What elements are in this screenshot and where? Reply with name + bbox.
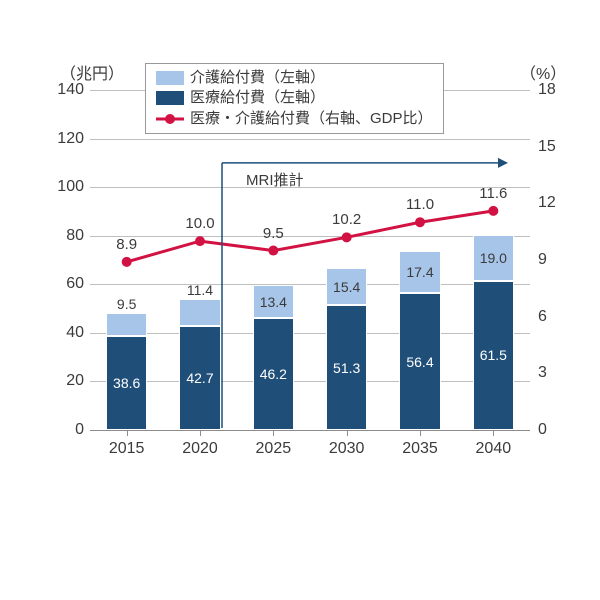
bar-medical-label: 61.5 — [474, 347, 513, 363]
line-value-label: 9.5 — [263, 225, 284, 242]
y-left-tick: 100 — [57, 178, 84, 196]
bar-nursing: 19.0 — [473, 235, 514, 281]
y-right-tick: 3 — [538, 364, 547, 382]
line-value-label: 11.6 — [479, 185, 507, 202]
y-left-tick: 20 — [66, 372, 84, 390]
x-tick-label: 2025 — [256, 440, 292, 458]
bar-medical: 46.2 — [253, 318, 294, 430]
x-tick — [493, 430, 494, 436]
bar-nursing-label: 11.4 — [180, 282, 219, 298]
bar-nursing-label: 13.4 — [254, 294, 293, 310]
y-right-tick: 12 — [538, 194, 556, 212]
gridline — [90, 333, 530, 334]
x-tick-label: 2015 — [109, 440, 145, 458]
x-tick — [347, 430, 348, 436]
annotation-text: MRI推計 — [246, 169, 304, 190]
bar-medical-label: 46.2 — [254, 366, 293, 382]
bar-nursing: 15.4 — [326, 268, 367, 305]
bar-nursing: 13.4 — [253, 285, 294, 318]
bar-nursing-label: 17.4 — [400, 264, 439, 280]
bar-medical: 56.4 — [399, 293, 440, 430]
bar-nursing-label: 19.0 — [474, 250, 513, 266]
x-tick — [200, 430, 201, 436]
chart-container: 0204060801001201400369121518201520202025… — [0, 0, 600, 600]
line-value-label: 10.2 — [332, 211, 361, 228]
legend-swatch-medical — [156, 91, 184, 105]
bar-medical: 61.5 — [473, 281, 514, 430]
line-value-label: 11.0 — [406, 196, 434, 213]
bar-nursing-label: 15.4 — [327, 279, 366, 295]
line-value-label: 10.0 — [185, 215, 214, 232]
bar-nursing: 17.4 — [399, 251, 440, 293]
bar-medical-label: 42.7 — [180, 370, 219, 386]
y-right-tick: 6 — [538, 308, 547, 326]
y-left-tick: 40 — [66, 324, 84, 342]
gridline — [90, 381, 530, 382]
y-right-tick: 0 — [538, 421, 547, 439]
gridline — [90, 284, 530, 285]
legend: 介護給付費（左軸） 医療給付費（左軸） 医療・介護給付費（右軸、GDP比） — [145, 63, 444, 134]
bar-medical-label: 38.6 — [107, 375, 146, 391]
legend-item-nursing: 介護給付費（左軸） — [156, 68, 433, 88]
legend-swatch-nursing — [156, 71, 184, 85]
x-tick — [420, 430, 421, 436]
x-tick-label: 2020 — [182, 440, 218, 458]
x-axis — [90, 430, 530, 431]
legend-swatch-gdp — [156, 112, 184, 126]
y-left-tick: 60 — [66, 275, 84, 293]
legend-label-nursing: 介護給付費（左軸） — [190, 68, 325, 88]
bar-nursing: 11.4 — [179, 299, 220, 327]
bar-nursing: 9.5 — [106, 313, 147, 336]
legend-item-gdp: 医療・介護給付費（右軸、GDP比） — [156, 109, 433, 129]
gridline — [90, 139, 530, 140]
x-tick-label: 2035 — [402, 440, 438, 458]
gridline — [90, 236, 530, 237]
y-right-tick: 15 — [538, 138, 556, 156]
legend-item-medical: 医療給付費（左軸） — [156, 88, 433, 108]
bar-medical-label: 51.3 — [327, 360, 366, 376]
legend-label-medical: 医療給付費（左軸） — [190, 88, 325, 108]
left-axis-title: （兆円） — [60, 60, 124, 84]
y-left-tick: 80 — [66, 227, 84, 245]
right-axis-title: （%） — [520, 60, 566, 84]
x-tick-label: 2030 — [329, 440, 365, 458]
x-tick — [273, 430, 274, 436]
gridline — [90, 187, 530, 188]
y-right-tick: 9 — [538, 251, 547, 269]
bar-medical: 38.6 — [106, 336, 147, 430]
bar-medical: 51.3 — [326, 305, 367, 430]
bar-medical-label: 56.4 — [400, 354, 439, 370]
line-value-label: 8.9 — [116, 236, 137, 253]
x-tick-label: 2040 — [476, 440, 512, 458]
x-tick — [127, 430, 128, 436]
y-left-tick: 0 — [75, 421, 84, 439]
bar-nursing-label: 9.5 — [107, 296, 146, 312]
legend-label-gdp: 医療・介護給付費（右軸、GDP比） — [190, 109, 433, 129]
y-left-tick: 120 — [57, 130, 84, 148]
bar-medical: 42.7 — [179, 326, 220, 430]
